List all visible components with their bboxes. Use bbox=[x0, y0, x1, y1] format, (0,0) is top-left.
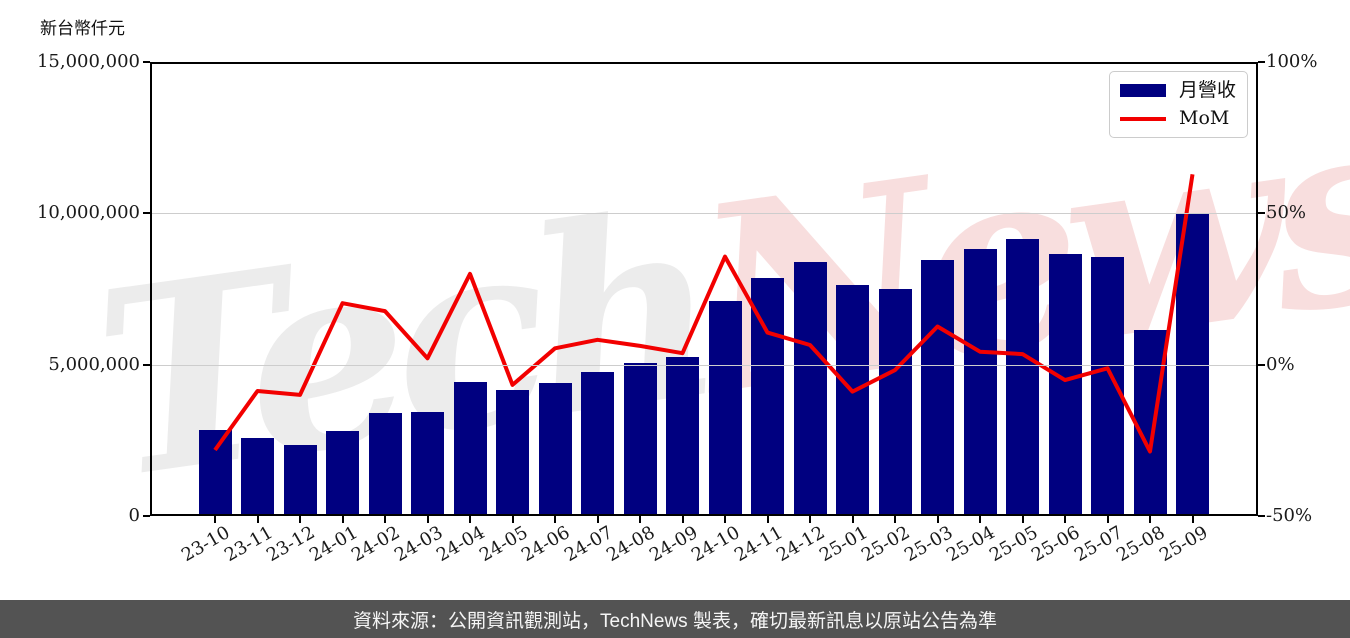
x-tick-24-08 bbox=[639, 516, 641, 523]
legend-bar-label: 月營收 bbox=[1179, 79, 1237, 101]
x-tick-24-09 bbox=[681, 516, 684, 523]
x-tick-24-11 bbox=[766, 516, 769, 523]
footer-text: 資料來源：公開資訊觀測站，TechNews 製表，確切最新訊息以原站公告為準 bbox=[353, 610, 997, 632]
x-tick-23-11 bbox=[256, 516, 259, 523]
footer-bar: 資料來源：公開資訊觀測站，TechNews 製表，確切最新訊息以原站公告為準 bbox=[0, 600, 1350, 638]
y-tick-left-5,000,000 bbox=[143, 363, 150, 366]
x-tick-25-05 bbox=[1021, 516, 1024, 523]
y-tick-right-50% bbox=[1258, 212, 1265, 215]
x-tick-24-02 bbox=[384, 516, 386, 523]
y-tick-label-left: 15,000,000 bbox=[36, 51, 140, 72]
x-tick-24-07 bbox=[596, 516, 599, 523]
y-tick-label-left: 0 bbox=[128, 505, 140, 526]
y-axis-title: 新台幣仟元 bbox=[40, 19, 125, 39]
legend-row-revenue: 月營收 bbox=[1120, 81, 1237, 100]
x-tick-25-01 bbox=[851, 516, 854, 523]
bar-25-03 bbox=[921, 259, 954, 516]
bar-23-10 bbox=[198, 430, 232, 516]
bar-23-12 bbox=[283, 444, 317, 516]
mom-line bbox=[213, 173, 1195, 454]
bar-24-05 bbox=[496, 390, 529, 516]
gridline-5000000 bbox=[150, 364, 1258, 366]
bar-24-11 bbox=[751, 278, 784, 516]
x-tick-25-06 bbox=[1064, 516, 1066, 523]
bar-25-01 bbox=[836, 285, 869, 516]
y-tick-label-right: 100% bbox=[1266, 51, 1318, 72]
plot-area bbox=[150, 62, 1258, 516]
x-tick-24-06 bbox=[554, 516, 556, 523]
legend-line-swatch bbox=[1120, 116, 1166, 121]
bar-25-09 bbox=[1176, 212, 1209, 516]
y-tick-label-right: -50% bbox=[1266, 505, 1313, 526]
bar-24-01 bbox=[326, 430, 359, 516]
x-tick-24-05 bbox=[511, 516, 514, 523]
x-tick-25-07 bbox=[1106, 516, 1109, 523]
x-tick-24-01 bbox=[341, 516, 344, 523]
bar-25-04 bbox=[963, 249, 997, 516]
bar-25-05 bbox=[1006, 239, 1039, 516]
gridline-10000000 bbox=[150, 213, 1258, 215]
y-tick-left-10,000,000 bbox=[143, 212, 150, 215]
y-tick-right-100% bbox=[1258, 61, 1265, 63]
bar-23-11 bbox=[241, 438, 274, 516]
y-tick-left-15,000,000 bbox=[143, 61, 150, 63]
bar-24-07 bbox=[581, 371, 614, 516]
y-tick-right--50% bbox=[1258, 515, 1265, 517]
bar-24-06 bbox=[538, 383, 572, 516]
x-tick-25-08 bbox=[1149, 516, 1151, 523]
bar-24-12 bbox=[793, 262, 827, 516]
legend-bar-swatch bbox=[1120, 84, 1166, 97]
bar-25-02 bbox=[878, 289, 912, 516]
x-tick-24-10 bbox=[724, 516, 726, 523]
y-tick-label-left: 10,000,000 bbox=[36, 202, 140, 224]
x-tick-23-10 bbox=[214, 516, 216, 523]
legend: 月營收 MoM bbox=[1109, 71, 1248, 138]
x-tick-25-09 bbox=[1191, 516, 1194, 523]
x-tick-24-04 bbox=[469, 516, 471, 523]
bar-24-09 bbox=[666, 357, 699, 516]
legend-row-mom: MoM bbox=[1120, 109, 1237, 128]
bar-24-08 bbox=[623, 363, 657, 516]
bar-24-03 bbox=[411, 411, 444, 516]
x-tick-24-12 bbox=[809, 516, 811, 523]
bar-24-04 bbox=[453, 381, 487, 516]
x-tick-25-04 bbox=[979, 516, 981, 523]
x-tick-24-03 bbox=[426, 516, 429, 523]
y-tick-label-left: 5,000,000 bbox=[48, 353, 140, 375]
x-tick-25-02 bbox=[894, 516, 896, 523]
x-tick-23-12 bbox=[299, 516, 301, 523]
bar-24-02 bbox=[368, 413, 402, 516]
y-tick-label-right: 50% bbox=[1266, 202, 1307, 224]
y-tick-right-0% bbox=[1258, 363, 1265, 366]
y-tick-label-right: 0% bbox=[1266, 353, 1295, 375]
legend-line-label: MoM bbox=[1179, 107, 1230, 129]
mom-line-chart bbox=[213, 173, 1195, 454]
bar-25-06 bbox=[1048, 253, 1082, 516]
bar-25-08 bbox=[1133, 330, 1167, 516]
y-tick-left-0 bbox=[143, 515, 150, 517]
x-tick-25-03 bbox=[936, 516, 939, 523]
bar-24-10 bbox=[708, 300, 742, 516]
